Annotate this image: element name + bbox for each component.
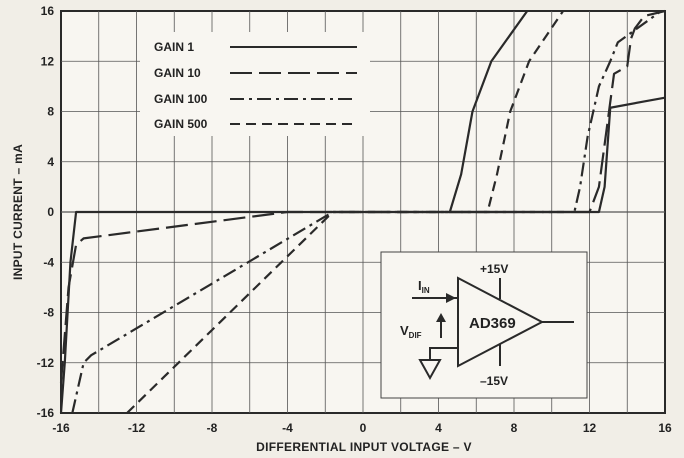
series-line-gain-500 — [126, 10, 564, 414]
x-tick-label: 16 — [658, 421, 672, 435]
y-tick-label: -4 — [43, 255, 54, 269]
legend-background — [140, 32, 370, 136]
x-tick-label: -8 — [207, 421, 218, 435]
y-tick-label: -12 — [37, 356, 55, 370]
x-tick-label: 8 — [511, 421, 518, 435]
x-tick-label: -4 — [282, 421, 293, 435]
series-line-gain-10 — [59, 9, 666, 383]
x-tick-label: 12 — [583, 421, 597, 435]
x-tick-label: -16 — [52, 421, 70, 435]
series-line-gain-100 — [71, 10, 662, 414]
legend-label-gain-1: GAIN 1 — [154, 40, 194, 54]
label-vplus: +15V — [480, 262, 508, 276]
label-iin: IIN — [418, 278, 430, 295]
tick-labels: -16 -12 -8 -4 0 4 8 12 16 16 12 8 4 0 -4 -8 -12 -16 — [37, 4, 672, 435]
x-tick-label: -12 — [128, 421, 146, 435]
x-axis-title: DIFFERENTIAL INPUT VOLTAGE – V — [256, 440, 472, 454]
voltage-arrow-icon — [436, 313, 446, 322]
label-vdif: VDIF — [400, 323, 422, 340]
legend-label-gain-10: GAIN 10 — [154, 66, 201, 80]
inset-box — [380, 251, 588, 399]
legend: GAIN 1 GAIN 10 GAIN 100 GAIN 500 — [140, 32, 370, 136]
legend-label-gain-100: GAIN 100 — [154, 92, 208, 106]
ground-wire — [429, 347, 458, 360]
inset-schematic: IIN VDIF +15V –15V AD369 — [380, 251, 588, 399]
y-tick-label: 8 — [47, 105, 54, 119]
label-part: AD369 — [469, 315, 516, 332]
legend-label-gain-500: GAIN 500 — [154, 117, 208, 131]
y-axis-title: INPUT CURRENT – mA — [11, 144, 25, 280]
y-tick-label: 16 — [41, 4, 55, 18]
label-vminus: –15V — [480, 374, 508, 388]
current-arrow-icon — [446, 293, 456, 303]
y-tick-label: -16 — [37, 406, 55, 420]
y-tick-label: 4 — [47, 155, 54, 169]
y-tick-label: 12 — [41, 54, 55, 68]
series-line-gain-1 — [59, 96, 666, 414]
y-tick-label: 0 — [47, 205, 54, 219]
ground-icon — [418, 359, 442, 381]
x-tick-label: 0 — [360, 421, 367, 435]
series-line-curve-4 — [448, 10, 529, 213]
series-lines — [59, 9, 666, 414]
y-tick-label: -8 — [43, 306, 54, 320]
x-tick-label: 4 — [435, 421, 442, 435]
